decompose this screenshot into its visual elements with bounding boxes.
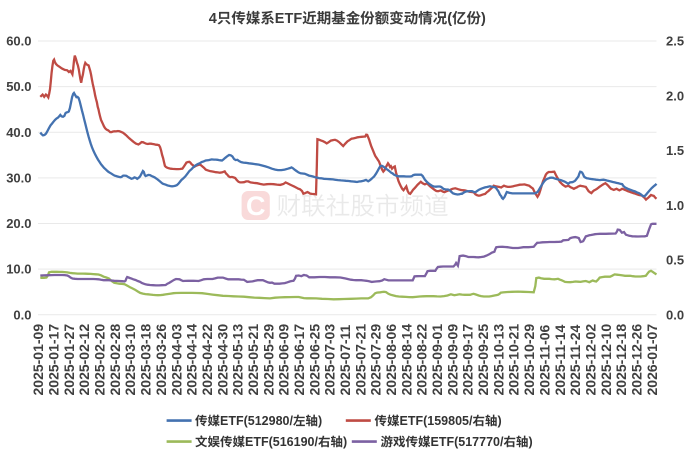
svg-text:20.0: 20.0 — [6, 216, 31, 231]
svg-text:2.0: 2.0 — [666, 88, 684, 103]
svg-text:2025-10-13: 2025-10-13 — [490, 324, 506, 396]
svg-text:2025-05-13: 2025-05-13 — [230, 324, 246, 396]
svg-text:ETF: ETF — [275, 11, 303, 27]
svg-text:60.0: 60.0 — [6, 34, 31, 49]
svg-text:2025-12-10: 2025-12-10 — [598, 324, 614, 396]
svg-text:2025-08-06: 2025-08-06 — [383, 324, 399, 396]
svg-text:40.0: 40.0 — [6, 125, 31, 140]
svg-text:4: 4 — [209, 11, 217, 27]
svg-text:2025-07-29: 2025-07-29 — [368, 324, 384, 396]
svg-text:ETF(512980/: ETF(512980/ — [220, 414, 293, 428]
svg-text:): ) — [498, 414, 502, 428]
svg-text:ETF(516190/: ETF(516190/ — [245, 435, 318, 449]
svg-text:2025-12-26: 2025-12-26 — [629, 324, 645, 396]
svg-text:2025-11-24: 2025-11-24 — [567, 324, 583, 395]
svg-text:0.0: 0.0 — [666, 307, 684, 322]
svg-text:): ) — [529, 435, 533, 449]
svg-text:1.5: 1.5 — [666, 143, 684, 158]
svg-text:2025-09-25: 2025-09-25 — [475, 324, 491, 396]
svg-text:2025-02-20: 2025-02-20 — [92, 324, 108, 396]
svg-text:2.5: 2.5 — [666, 34, 684, 49]
svg-text:1.0: 1.0 — [666, 198, 684, 213]
svg-text:2025-02-28: 2025-02-28 — [107, 324, 123, 396]
svg-text:ETF(159805/: ETF(159805/ — [400, 414, 473, 428]
svg-text:2025-08-22: 2025-08-22 — [414, 324, 430, 396]
svg-text:2025-09-09: 2025-09-09 — [444, 324, 460, 396]
svg-text:2025-11-14: 2025-11-14 — [552, 324, 568, 395]
svg-text:2025-03-18: 2025-03-18 — [138, 324, 154, 396]
svg-text:2025-07-03: 2025-07-03 — [322, 324, 338, 396]
svg-text:2025-05-29: 2025-05-29 — [260, 324, 276, 396]
svg-text:2025-09-01: 2025-09-01 — [429, 324, 445, 396]
svg-text:30.0: 30.0 — [6, 170, 31, 185]
svg-text:): ) — [318, 414, 322, 428]
svg-text:2026-01-07: 2026-01-07 — [644, 324, 660, 396]
svg-text:2025-07-21: 2025-07-21 — [352, 324, 368, 396]
svg-text:2025-12-02: 2025-12-02 — [582, 324, 598, 396]
svg-text:2025-09-17: 2025-09-17 — [460, 324, 476, 396]
svg-text:2025-03-26: 2025-03-26 — [153, 324, 169, 396]
svg-text:C: C — [246, 191, 266, 221]
svg-text:2025-01-27: 2025-01-27 — [61, 324, 77, 396]
svg-text:): ) — [481, 11, 486, 27]
svg-text:2025-10-29: 2025-10-29 — [521, 324, 537, 396]
svg-text:50.0: 50.0 — [6, 79, 31, 94]
svg-text:2025-04-03: 2025-04-03 — [168, 324, 184, 396]
svg-text:0.0: 0.0 — [13, 307, 31, 322]
svg-text:ETF(517770/: ETF(517770/ — [431, 435, 504, 449]
svg-text:2025-01-17: 2025-01-17 — [46, 324, 62, 396]
svg-text:2025-04-30: 2025-04-30 — [214, 324, 230, 396]
svg-text:2025-11-06: 2025-11-06 — [536, 324, 552, 395]
svg-text:2025-05-21: 2025-05-21 — [245, 324, 261, 396]
svg-text:2025-02-12: 2025-02-12 — [76, 324, 92, 396]
svg-text:2025-10-21: 2025-10-21 — [506, 324, 522, 396]
svg-text:2025-04-22: 2025-04-22 — [199, 324, 215, 396]
svg-text:(: ( — [447, 11, 452, 27]
svg-text:2025-07-11: 2025-07-11 — [337, 324, 353, 395]
svg-text:2025-08-14: 2025-08-14 — [398, 324, 414, 396]
svg-text:): ) — [343, 435, 347, 449]
svg-text:2025-12-18: 2025-12-18 — [613, 324, 629, 396]
svg-text:10.0: 10.0 — [6, 262, 31, 277]
svg-text:2025-06-09: 2025-06-09 — [276, 324, 292, 396]
svg-text:2025-06-25: 2025-06-25 — [306, 324, 322, 396]
svg-text:0.5: 0.5 — [666, 253, 684, 268]
svg-text:2025-01-09: 2025-01-09 — [30, 324, 46, 396]
svg-text:2025-04-14: 2025-04-14 — [184, 324, 200, 396]
svg-text:2025-03-10: 2025-03-10 — [122, 324, 138, 396]
svg-text:2025-06-17: 2025-06-17 — [291, 324, 307, 396]
